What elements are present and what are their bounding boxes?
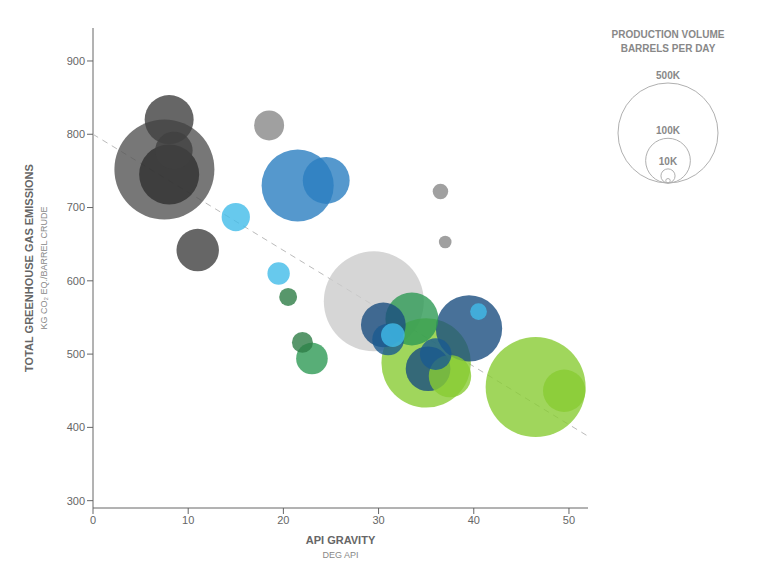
- svg-text:50: 50: [563, 514, 575, 526]
- svg-text:500K: 500K: [656, 70, 681, 81]
- svg-text:BARRELS PER DAY: BARRELS PER DAY: [621, 43, 716, 54]
- svg-text:40: 40: [468, 514, 480, 526]
- svg-text:PRODUCTION VOLUME: PRODUCTION VOLUME: [612, 29, 725, 40]
- svg-text:300: 300: [67, 495, 85, 507]
- svg-text:10K: 10K: [659, 156, 678, 167]
- svg-text:TOTAL GREENHOUSE GAS EMISSIONS: TOTAL GREENHOUSE GAS EMISSIONS: [23, 164, 35, 372]
- svg-text:700: 700: [67, 201, 85, 213]
- svg-text:20: 20: [277, 514, 289, 526]
- svg-text:DEG API: DEG API: [322, 550, 358, 560]
- svg-text:600: 600: [67, 275, 85, 287]
- svg-text:0: 0: [90, 514, 96, 526]
- svg-text:10: 10: [182, 514, 194, 526]
- svg-text:800: 800: [67, 128, 85, 140]
- svg-text:API GRAVITY: API GRAVITY: [306, 534, 376, 546]
- svg-text:30: 30: [372, 514, 384, 526]
- svg-text:100K: 100K: [656, 125, 681, 136]
- svg-text:900: 900: [67, 55, 85, 67]
- svg-text:400: 400: [67, 421, 85, 433]
- svg-text:KG CO₂ EQ./BARREL CRUDE: KG CO₂ EQ./BARREL CRUDE: [39, 206, 49, 329]
- svg-text:500: 500: [67, 348, 85, 360]
